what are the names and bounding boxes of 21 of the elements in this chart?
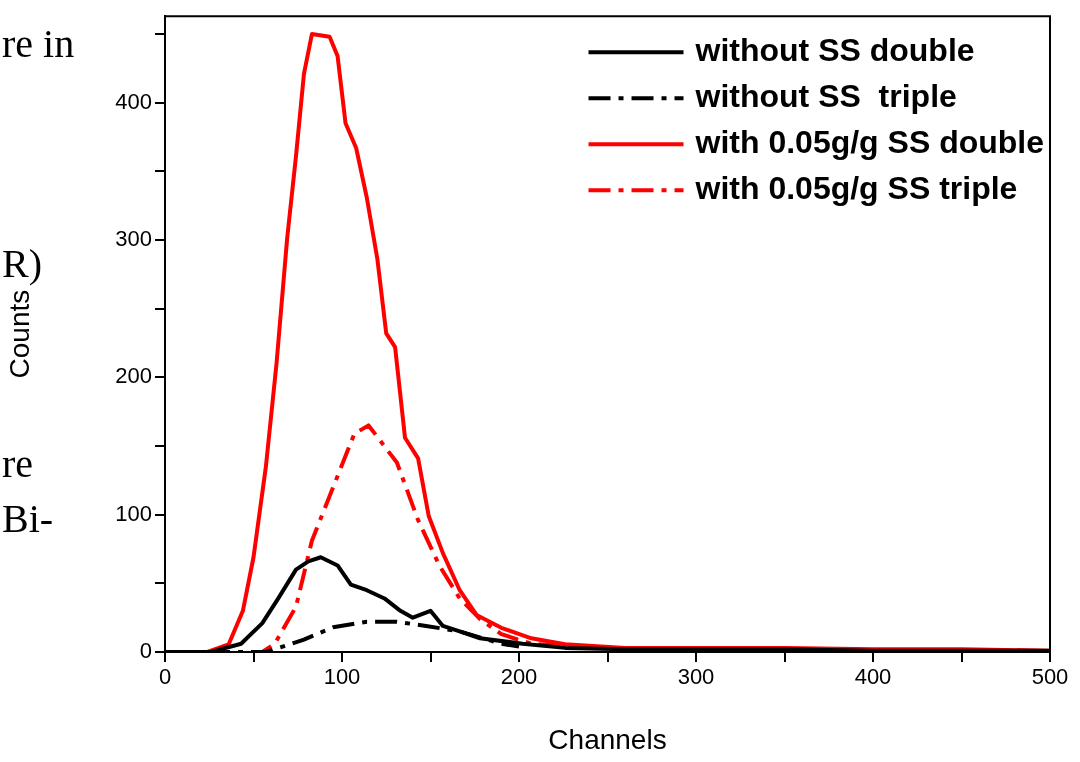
text: R) [2,240,42,287]
y-axis-title: Counts [3,289,35,379]
y-tick-label: 400 [115,88,152,114]
x-tick-label: 100 [323,664,361,690]
text: re [2,440,34,487]
x-tick-label: 500 [1031,664,1069,690]
x-tick-label: 400 [854,664,892,690]
y-tick-label: 0 [139,638,152,664]
text: Bi- [2,495,54,542]
y-tick-label: 100 [115,500,152,526]
x-tick-label: 200 [500,664,538,690]
x-tick-label: 0 [158,664,172,690]
y-tick-label: 300 [115,226,152,252]
legend-label: without SS triple [694,78,957,115]
text: re in [2,20,75,67]
x-tick-label: 300 [677,664,715,690]
legend-label: with 0.05g/g SS triple [694,170,1018,207]
y-tick-label: 200 [115,363,152,389]
x-axis-title: Channels [548,723,667,755]
legend-label: with 0.05g/g SS double [694,124,1044,161]
legend-label: without SS double [694,32,975,69]
